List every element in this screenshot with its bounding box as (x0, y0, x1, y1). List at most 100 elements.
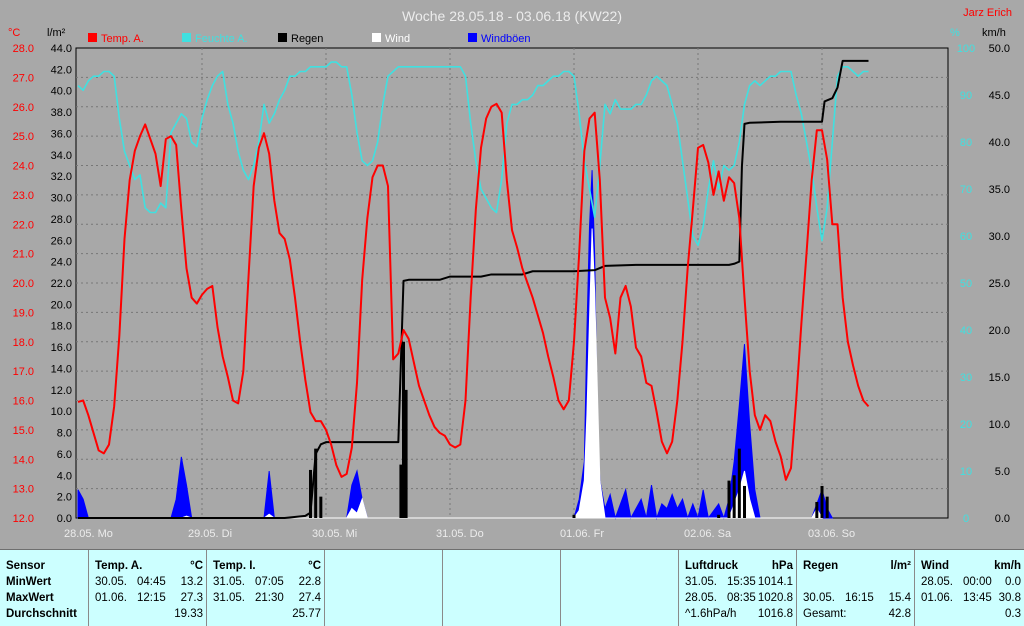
pressure-min-time: 15:35 (727, 576, 756, 588)
wind-unit-label: km/h (982, 27, 1006, 39)
pressure-avg-value: 1016.8 (757, 608, 793, 620)
stats-empty-column-1 (324, 550, 443, 626)
rain-tick-label: 28.0 (51, 214, 72, 226)
temp-tick-label: 26.0 (13, 102, 34, 114)
stats-sensor-title: Sensor (6, 560, 45, 572)
stats-rain-column: Regen l/m² 30.05. 16:15 15.4 Gesamt: 42.8 (796, 550, 915, 626)
stats-temp-i-unit: °C (308, 560, 321, 572)
legend-swatch (88, 33, 97, 42)
temp-axis-ticks: 28.0 27.0 26.0 25.0 24.0 23.0 22.0 21.0 20.0 19.0… (13, 43, 34, 525)
wind-avg-value: 0.3 (1005, 608, 1021, 620)
pressure-trend: ^1.6hPa/h (685, 608, 737, 620)
temp-tick-label: 13.0 (13, 484, 34, 496)
legend-label: Wind (385, 33, 410, 45)
stats-row-min-label: MinWert (6, 576, 52, 588)
legend-label: Feuchte A. (195, 33, 248, 45)
rain-tick-label: 8.0 (57, 428, 72, 440)
day-axis-ticks: 28.05. Mo 29.05. Di 30.05. Mi 31.05. Do 01.0… (64, 528, 855, 540)
day-tick-label: 01.06. Fr (560, 528, 604, 540)
temp-tick-label: 28.0 (13, 43, 34, 55)
stats-panel: Sensor MinWert MaxWert Durchschnitt Temp… (0, 549, 1024, 626)
temp-tick-label: 19.0 (13, 307, 34, 319)
temp-a-min-time: 04:45 (137, 576, 166, 588)
humidity-tick-label: 40 (960, 325, 972, 337)
rain-tick-label: 36.0 (51, 128, 72, 140)
rain-max-time: 16:15 (845, 592, 874, 604)
day-tick-label: 29.05. Di (188, 528, 232, 540)
temp-a-min-date: 30.05. (95, 576, 127, 588)
pressure-max-time: 08:35 (727, 592, 756, 604)
wind-min-value: 0.0 (1005, 576, 1021, 588)
stats-sensor-column: Sensor MinWert MaxWert Durchschnitt (0, 550, 88, 626)
pressure-max-date: 28.05. (685, 592, 717, 604)
stats-temp-i-column: Temp. I. °C 31.05. 07:05 22.8 31.05. 21:30 27… (206, 550, 325, 626)
weather-week-chart: Woche 28.05.18 - 03.06.18 (KW22) Jarz Er… (8, 7, 1012, 540)
temp-a-avg-value: 19.33 (174, 608, 203, 620)
rain-tick-label: 20.0 (51, 299, 72, 311)
humidity-unit-label: % (950, 27, 960, 39)
series-rain-cumulative-line (78, 59, 869, 519)
pressure-min-date: 31.05. (685, 576, 717, 588)
temp-i-max-date: 31.05. (213, 592, 245, 604)
stats-wind-column: Wind km/h 28.05. 00:00 0.0 01.06. 13:45 30.8 … (914, 550, 1024, 626)
legend-swatch (372, 33, 381, 42)
wind-tick-label: 5.0 (995, 466, 1010, 478)
day-tick-label: 30.05. Mi (312, 528, 357, 540)
wind-tick-label: 40.0 (989, 137, 1010, 149)
rain-tick-label: 44.0 (51, 43, 72, 55)
wind-axis-ticks: 50.0 45.0 40.0 35.0 30.0 25.0 20.0 15.0 10.0 5.0 0… (989, 43, 1010, 525)
humidity-tick-label: 100 (957, 43, 975, 55)
rain-tick-label: 40.0 (51, 86, 72, 98)
stats-temp-i-title: Temp. I. (213, 560, 256, 572)
rain-tick-label: 12.0 (51, 385, 72, 397)
temp-tick-label: 18.0 (13, 337, 34, 349)
humidity-tick-label: 10 (960, 466, 972, 478)
rain-tick-label: 14.0 (51, 363, 72, 375)
rain-tick-label: 4.0 (57, 470, 72, 482)
wind-tick-label: 10.0 (989, 419, 1010, 431)
temp-tick-label: 22.0 (13, 219, 34, 231)
rain-tick-label: 0.0 (57, 513, 72, 525)
humidity-tick-label: 70 (960, 184, 972, 196)
author-label: Jarz Erich (963, 7, 1012, 19)
rain-tick-label: 6.0 (57, 449, 72, 461)
wind-tick-label: 50.0 (989, 43, 1010, 55)
day-tick-label: 02.06. Sa (684, 528, 732, 540)
rain-unit-label: l/m² (47, 27, 66, 39)
legend: Temp. A. Feuchte A. Regen Wind Windböen (88, 33, 531, 45)
legend-swatch (182, 33, 191, 42)
temp-i-avg-value: 25.77 (292, 608, 321, 620)
legend-swatch (278, 33, 287, 42)
wind-tick-label: 15.0 (989, 372, 1010, 384)
temp-a-max-date: 01.06. (95, 592, 127, 604)
series-gusts-line (77, 170, 834, 520)
stats-wind-unit: km/h (994, 560, 1021, 572)
series-layer (77, 59, 870, 520)
temp-tick-label: 12.0 (13, 513, 34, 525)
wind-max-date: 01.06. (921, 592, 953, 604)
stats-wind-title: Wind (921, 560, 949, 572)
wind-max-value: 30.8 (998, 592, 1021, 604)
rain-tick-label: 16.0 (51, 342, 72, 354)
temp-tick-label: 25.0 (13, 131, 34, 143)
rain-tick-label: 24.0 (51, 257, 72, 269)
pressure-max-value: 1020.8 (757, 592, 793, 604)
stats-temp-a-column: Temp. A. °C 30.05. 04:45 13.2 01.06. 12:15 27… (88, 550, 207, 626)
humidity-tick-label: 20 (960, 419, 972, 431)
temp-tick-label: 23.0 (13, 190, 34, 202)
temp-tick-label: 20.0 (13, 278, 34, 290)
wind-tick-label: 45.0 (989, 90, 1010, 102)
stats-empty-column-2 (442, 550, 561, 626)
legend-label: Regen (291, 33, 323, 45)
rain-tick-label: 22.0 (51, 278, 72, 290)
temp-tick-label: 14.0 (13, 454, 34, 466)
stats-pressure-column: Luftdruck hPa 31.05. 15:35 1014.1 28.05. 08:… (678, 550, 797, 626)
temp-tick-label: 15.0 (13, 425, 34, 437)
day-tick-label: 03.06. So (808, 528, 855, 540)
rain-tick-label: 34.0 (51, 150, 72, 162)
temp-i-min-value: 22.8 (298, 576, 321, 588)
temp-i-min-date: 31.05. (213, 576, 245, 588)
wind-tick-label: 20.0 (989, 325, 1010, 337)
rain-max-value: 15.4 (888, 592, 911, 604)
